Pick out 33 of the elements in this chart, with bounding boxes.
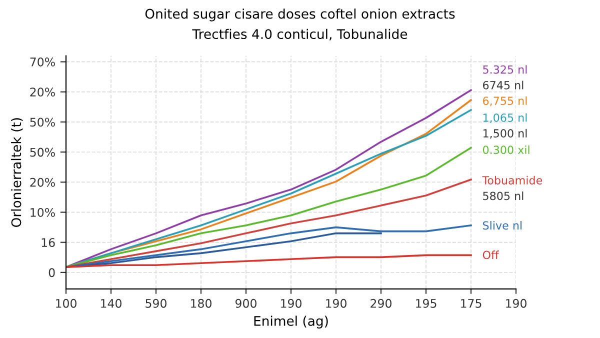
- series-label: 1,065 nl: [483, 113, 527, 124]
- text: 20%: [30, 178, 55, 187]
- text: 50%: [30, 118, 55, 127]
- text: 20%: [30, 88, 55, 97]
- x-axis-title: Enimel (ag): [254, 316, 328, 328]
- x-tick-label: 290: [370, 298, 392, 308]
- x-tick-label: 180: [191, 298, 212, 308]
- series-label: Slive nl: [482, 221, 522, 230]
- series-label: 6,755 nl: [483, 96, 527, 106]
- x-tick-label: 100: [56, 298, 76, 308]
- series-label: Off: [482, 250, 500, 260]
- x-tick-label: 175: [461, 299, 482, 308]
- x-tick-label: 195: [416, 298, 436, 308]
- text: 50%: [30, 148, 55, 157]
- series-label: Tobuamide: [482, 176, 542, 184]
- x-tick-label: 590: [146, 298, 166, 308]
- annotation: 5805 nl: [483, 192, 524, 200]
- text: 16: [42, 238, 55, 247]
- x-tick-label: 190: [506, 298, 526, 308]
- chart-subtitle: Trectfies 4.0 conticul, Tobunalide: [192, 28, 408, 40]
- x-tick-label: 140: [101, 298, 122, 308]
- series-label: 5.325 nl: [483, 65, 527, 74]
- series-label: 0.300 xil: [482, 145, 530, 154]
- x-tick-label: 900: [235, 298, 256, 308]
- text: 10%: [30, 208, 55, 217]
- chart-title: Onited sugar cisare doses coftel onion extracts: [145, 8, 455, 22]
- text: 6745 nl: [483, 80, 524, 90]
- annotation: 1,500 nl: [483, 128, 527, 139]
- y-axis-title: Orlonierraltek (t): [11, 118, 23, 227]
- text: 70%: [30, 58, 55, 66]
- text: 0: [48, 268, 55, 278]
- x-tick-label: 190: [326, 298, 346, 308]
- x-tick-label: 190: [281, 298, 302, 308]
